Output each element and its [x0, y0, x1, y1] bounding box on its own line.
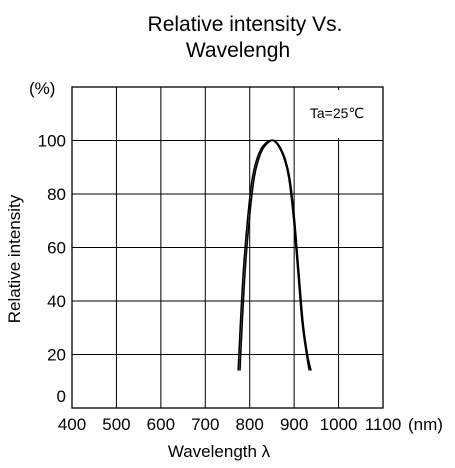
y-axis-label: Relative intensity: [5, 194, 24, 323]
x-tick-label: 900: [280, 415, 308, 434]
x-tick-label: 400: [58, 415, 86, 434]
tick-labels: 400 500 600 700 800 900 1000 1100 0 20 40 60 80 100: [38, 132, 402, 435]
x-tick-label: 700: [191, 415, 219, 434]
series-line-1: [239, 139, 312, 371]
y-tick-label: 80: [47, 185, 66, 204]
x-tick-label: 600: [147, 415, 175, 434]
y-unit-label: (%): [29, 79, 55, 98]
y-tick-label: 100: [38, 132, 66, 151]
y-tick-label: 0: [57, 387, 66, 406]
x-tick-label: 500: [102, 415, 130, 434]
x-tick-label: 800: [236, 415, 264, 434]
spectrum-curves: [237, 139, 312, 371]
x-tick-label: 1000: [320, 415, 358, 434]
annotation-temperature: Ta=25℃: [310, 105, 364, 121]
y-tick-label: 60: [47, 239, 66, 258]
grid: [72, 87, 383, 408]
y-tick-label: 20: [47, 346, 66, 365]
x-unit-label: (nm): [408, 415, 443, 434]
chart-title-line2: Wavelengh: [186, 39, 290, 62]
y-tick-label: 40: [47, 292, 66, 311]
chart-title-line1: Relative intensity Vs.: [148, 13, 343, 36]
x-tick-label: 1100: [365, 415, 402, 434]
annotation-box: [295, 90, 383, 138]
plot-frame: [71, 86, 384, 409]
x-axis-label: Wavelength λ: [168, 442, 271, 461]
series-line-2: [237, 139, 311, 371]
